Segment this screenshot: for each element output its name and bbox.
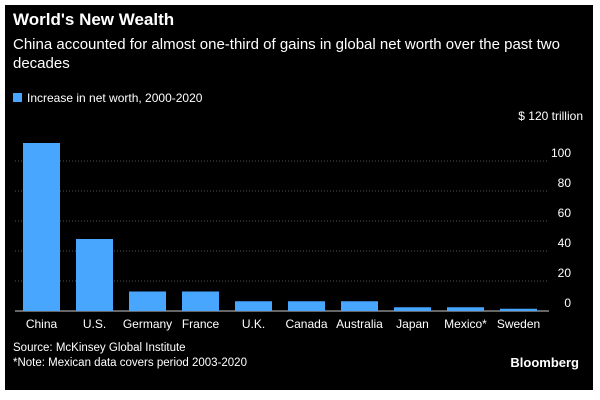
x-tick-label: Mexico* — [444, 317, 487, 331]
x-tick-label: Germany — [123, 317, 172, 331]
bar-sweden — [500, 308, 537, 311]
footer-notes: Source: McKinsey Global Institute *Note:… — [13, 341, 247, 371]
legend: Increase in net worth, 2000-2020 — [13, 91, 202, 105]
source-note: Source: McKinsey Global Institute — [13, 342, 186, 354]
chart-subtitle: China accounted for almost one-third of … — [13, 36, 560, 72]
y-tick-label: 80 — [558, 176, 572, 190]
data-note: *Note: Mexican data covers period 2003-2… — [13, 357, 247, 369]
y-tick-label: 100 — [551, 146, 571, 160]
bar-us — [76, 239, 113, 311]
x-tick-label: Australia — [336, 317, 383, 331]
bar-australia — [341, 301, 378, 311]
x-tick-label: France — [182, 317, 220, 331]
x-tick-label: China — [26, 317, 58, 331]
x-tick-label: Sweden — [497, 317, 540, 331]
y-tick-label: 20 — [558, 266, 572, 280]
chart-panel: World's New Wealth China accounted for a… — [5, 5, 593, 390]
bloomberg-logo: Bloomberg — [510, 355, 579, 370]
bar-canada — [288, 301, 325, 311]
bar-uk — [235, 301, 272, 311]
y-axis-title: $ 120 trillion — [518, 109, 583, 123]
y-tick-label: 60 — [558, 206, 572, 220]
legend-label: Increase in net worth, 2000-2020 — [27, 91, 203, 105]
x-tick-label: Canada — [285, 317, 327, 331]
bar-mexico — [447, 307, 484, 311]
bar-japan — [394, 307, 431, 311]
x-tick-label: U.K. — [242, 317, 265, 331]
bar-germany — [129, 291, 166, 311]
bar-chart: 100 80 60 40 20 0 China U.S. Germany France U.K. Ca… — [15, 143, 572, 331]
legend-swatch — [13, 93, 22, 102]
x-tick-label: U.S. — [83, 317, 106, 331]
y-tick-label: 40 — [558, 236, 572, 250]
y-tick-label: 0 — [564, 296, 571, 310]
x-tick-label: Japan — [396, 317, 429, 331]
bar-china — [23, 143, 60, 311]
bar-france — [182, 291, 219, 311]
chart-title: World's New Wealth — [13, 10, 175, 29]
